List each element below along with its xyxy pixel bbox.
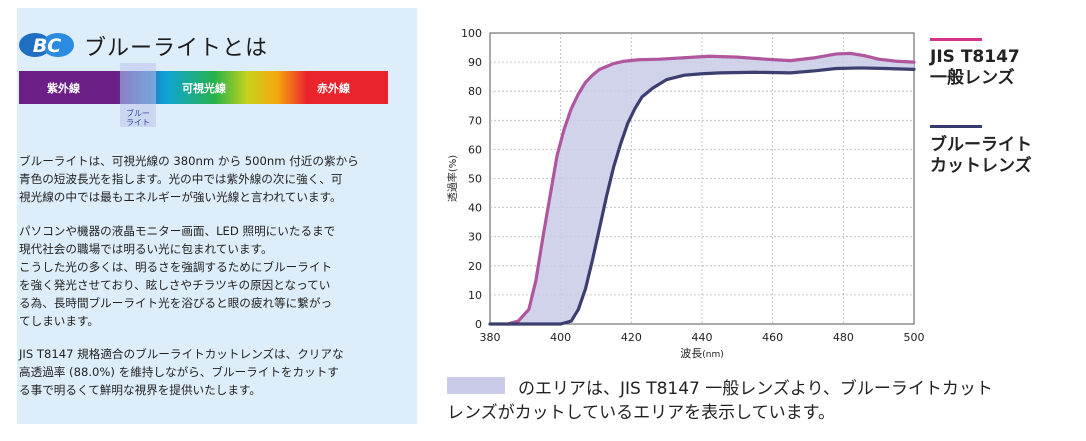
y-axis-label: 透過率(%)	[446, 155, 459, 202]
transmittance-chart: 0 10 20 30 40 50 60 70 80 90 100 380 400 420 440 460 480…	[446, 27, 925, 360]
x-tick-label: 380	[480, 331, 501, 344]
visible-light-label: 可視光線	[182, 82, 226, 95]
y-tick-label: 40	[468, 202, 482, 215]
y-tick-label: 80	[468, 85, 482, 98]
text-line: る事で明るくて鮮明な視界を提供いたします。	[19, 383, 261, 397]
legend-swatch-cut	[930, 125, 982, 128]
y-tick-label: 50	[468, 173, 482, 186]
x-tick-label: 400	[550, 331, 571, 344]
text-line: ブルーライトは、可視光線の 380nm から 500nm 付近の紫から	[19, 154, 359, 168]
paragraph-product: JIS T8147 規格適合のブルーライトカットレンズは、クリアな 高透過率 (…	[19, 345, 404, 399]
series-line-general	[506, 51, 916, 326]
text-line: 現代社会の職場では明るい光に包まれています。	[19, 242, 273, 256]
x-tick-label: 420	[621, 331, 642, 344]
svg-text:BC: BC	[33, 35, 61, 57]
y-tick-label: 100	[461, 27, 482, 40]
y-tick-label: 10	[468, 289, 482, 302]
text-line: てしまいます。	[19, 314, 99, 328]
y-tick-label: 90	[468, 56, 482, 69]
text-line: 青色の短波長光を指します。光の中では紫外線の次に強く、可	[19, 172, 343, 186]
text-line: る為、長時間ブルーライト光を浴びると眼の疲れ等に繋がっ	[19, 296, 333, 310]
y-tick-label: 0	[475, 318, 482, 331]
blue-light-highlight	[120, 63, 156, 127]
y-tick-label: 20	[468, 260, 482, 273]
footnote-line: レンズがカットしているエリアを表示しています。	[447, 403, 835, 423]
blue-light-caption: ブルー ライト	[126, 109, 150, 127]
text-line: パソコンや機器の液晶モニター画面、LED 照明にいたるまで	[19, 224, 336, 238]
paragraph-definition: ブルーライトは、可視光線の 380nm から 500nm 付近の紫から 青色の短…	[19, 152, 404, 206]
legend-label-general: JIS T8147 一般レンズ	[930, 47, 1020, 88]
legend-label-cut: ブルーライト カットレンズ	[930, 135, 1032, 176]
text-line: JIS T8147 規格適合のブルーライトカットレンズは、クリアな	[19, 347, 344, 361]
x-tick-label: 440	[692, 331, 713, 344]
uv-label: 紫外線	[47, 82, 80, 95]
text-line: 視光線の中では最もエネルギーが強い光線と言われています。	[19, 190, 342, 204]
paragraph-context: パソコンや機器の液晶モニター画面、LED 照明にいたるまで 現代社会の職場では明…	[19, 222, 404, 330]
text-line: を強く発光させており、眩しさやチラツキの原因となってい	[19, 278, 331, 292]
section-heading: ブルーライトとは	[84, 36, 269, 61]
x-tick-label: 500	[904, 331, 925, 344]
y-tick-label: 70	[468, 114, 482, 127]
light-spectrum-bar: 紫外線 可視光線 赤外線	[19, 71, 388, 104]
x-axis-label: 波長(nm)	[680, 347, 724, 360]
x-tick-label: 460	[762, 331, 783, 344]
y-tick-label: 60	[468, 143, 482, 156]
footnote-line: のエリアは、JIS T8147 一般レンズより、ブルーライトカット	[518, 379, 993, 399]
cut-area-fill	[490, 53, 914, 325]
infrared-label: 赤外線	[317, 82, 350, 95]
legend-swatch-general	[930, 38, 982, 41]
bc-logo: BC	[19, 33, 74, 57]
text-line: 高透過率 (88.0%) を維持しながら、ブルーライトをカットす	[19, 365, 339, 379]
series-line-cut	[488, 66, 916, 326]
y-tick-label: 30	[468, 231, 482, 244]
cut-area-swatch	[447, 377, 505, 394]
text-line: こうした光の多くは、明るさを強調するためにブルーライト	[19, 260, 333, 274]
x-tick-label: 480	[833, 331, 854, 344]
